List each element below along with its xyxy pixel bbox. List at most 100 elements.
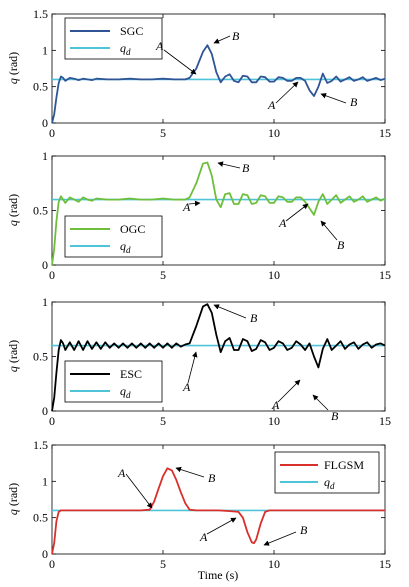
y-tick-label: 0 — [42, 547, 48, 561]
legend-box — [64, 360, 163, 403]
annotation-b-first: B — [208, 471, 216, 485]
annotation-a-first: A — [182, 380, 191, 394]
annotations: A B A B — [117, 466, 308, 546]
x-tick-label: 15 — [379, 414, 391, 428]
x-tick-label: 10 — [268, 268, 280, 282]
legend-box — [64, 17, 163, 60]
x-ticks: 0 5 10 15 — [49, 156, 391, 282]
legend-label-reference: qd — [120, 41, 131, 57]
legend-label-series: OGC — [120, 222, 145, 236]
annotations: A B A B — [155, 29, 358, 112]
y-tick-label: 0.5 — [33, 80, 48, 94]
y-ticks: 0 0.5 1 1.5 — [33, 7, 385, 130]
x-ticks: 0 5 10 15 — [49, 14, 391, 140]
y-tick-label: 0 — [42, 258, 48, 272]
series-group — [51, 44, 386, 124]
subplot-esc: 00.51 0 5 10 15 q (rad) ESC qd A B A B — [6, 295, 391, 428]
annotation-b-second-arrow — [263, 531, 297, 546]
y-axis-label: q (rad) — [6, 483, 20, 515]
annotation-a-first-arrow — [163, 49, 197, 75]
y-axis-label: q (rad) — [6, 194, 20, 226]
legend-label-series: ESC — [120, 367, 142, 381]
series-group — [51, 467, 385, 555]
subplot-sgc: 0 0.5 1 1.5 0 5 10 15 q (rad) SGC qd A B A B — [6, 7, 391, 140]
x-ticks: 0 5 10 15 — [49, 302, 391, 428]
y-tick-label: 1.5 — [33, 438, 48, 452]
series-group — [51, 303, 386, 412]
legend-box — [274, 451, 380, 494]
legend: FLGSM qd — [274, 451, 380, 494]
x-tick-label: 10 — [268, 414, 280, 428]
legend-label-reference: qd — [120, 239, 131, 255]
plot-frame — [51, 13, 386, 124]
legend-box — [64, 215, 163, 258]
legend: OGC qd — [64, 215, 163, 258]
response-line — [51, 44, 386, 124]
y-tick-label: 1.5 — [33, 7, 48, 21]
x-tick-label: 10 — [268, 126, 280, 140]
annotation-b-second-arrow — [320, 93, 347, 104]
x-tick-label: 15 — [379, 557, 391, 571]
annotation-a-first: A — [155, 39, 164, 53]
annotation-a-second: A — [278, 216, 287, 230]
annotation-b-second-arrow — [320, 220, 338, 241]
annotation-a-second: A — [271, 398, 280, 412]
annotation-a-second: A — [267, 98, 276, 112]
y-tick-label: 1 — [42, 295, 48, 309]
y-tick-label: 0 — [42, 404, 48, 418]
x-tick-label: 0 — [49, 557, 55, 571]
y-ticks: 0 0.5 1 1.5 — [33, 438, 385, 561]
y-ticks: 00.51 — [33, 295, 385, 418]
annotation-a-first-arrow — [188, 200, 201, 207]
x-tick-label: 0 — [49, 126, 55, 140]
legend: SGC qd — [64, 17, 163, 60]
y-tick-label: 1 — [42, 43, 48, 57]
annotation-b-first-arrow — [213, 304, 247, 319]
x-tick-label: 5 — [160, 126, 166, 140]
plot-frame — [51, 444, 386, 555]
x-tick-label: 10 — [268, 557, 280, 571]
annotation-b-second: B — [300, 523, 308, 537]
annotation-a-first-arrow — [125, 473, 153, 509]
annotation-b-first: B — [242, 161, 250, 175]
annotation-b-first: B — [232, 29, 240, 43]
annotation-a-second-arrow — [275, 81, 299, 104]
annotation-a-first: A — [182, 200, 191, 214]
y-tick-label: 1 — [42, 149, 48, 163]
y-tick-label: 0 — [42, 116, 48, 130]
y-ticks: 00.51 — [33, 149, 385, 272]
y-axis-label: q (rad) — [6, 52, 20, 84]
annotation-a-second-arrow — [285, 203, 309, 222]
annotation-b-first: B — [250, 311, 258, 325]
annotation-b-first-arrow — [217, 161, 241, 169]
legend-label-reference: qd — [120, 384, 131, 400]
y-tick-label: 0.5 — [33, 350, 48, 364]
legend-label-series: SGC — [120, 24, 143, 38]
legend-label-reference: qd — [324, 475, 335, 491]
annotation-b-second: B — [337, 238, 345, 252]
annotation-a-first: A — [117, 466, 126, 480]
annotation-b-first-arrow — [213, 35, 231, 44]
annotation-b-second: B — [331, 409, 339, 423]
x-axis-label: Time (s) — [198, 568, 239, 582]
x-tick-label: 5 — [160, 557, 166, 571]
annotation-a-second: A — [199, 530, 208, 544]
x-tick-label: 0 — [49, 414, 55, 428]
x-tick-label: 5 — [160, 268, 166, 282]
annotation-b-first-arrow — [175, 466, 205, 478]
response-line — [51, 467, 385, 555]
annotations: A B A B — [182, 304, 339, 423]
y-tick-label: 0.5 — [33, 204, 48, 218]
response-line — [51, 303, 386, 412]
legend: ESC qd — [64, 360, 163, 403]
annotation-b-second-arrow — [312, 394, 329, 411]
annotation-a-second-arrow — [206, 517, 237, 535]
y-tick-label: 1 — [42, 474, 48, 488]
annotation-a-second-arrow — [277, 379, 301, 403]
series-group — [51, 161, 386, 266]
subplot-ogc: 00.51 0 5 10 15 q (rad) OGC qd A B A B — [6, 149, 391, 282]
x-tick-label: 15 — [379, 268, 391, 282]
annotation-a-first-arrow — [187, 351, 198, 384]
y-axis-label: q (rad) — [6, 340, 20, 372]
